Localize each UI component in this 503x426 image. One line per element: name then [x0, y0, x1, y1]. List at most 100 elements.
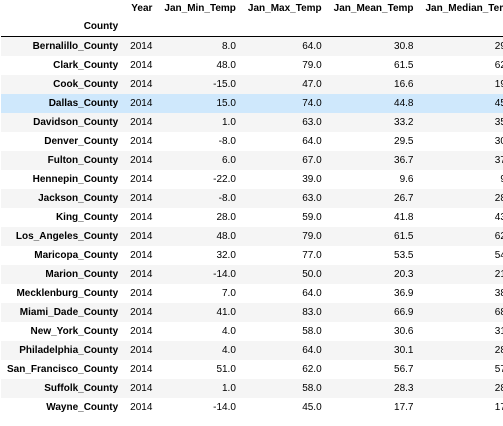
- jan-max-temp-cell: 58.0: [302, 325, 322, 337]
- jan-mean-temp-cell: 20.3: [394, 268, 414, 280]
- row-index-county: Suffolk_County: [44, 382, 119, 394]
- jan-min-temp-cell: 1.0: [222, 116, 236, 128]
- jan-median-temp-cell: 28.0: [494, 382, 503, 394]
- index-name-row: County: [1, 16, 503, 37]
- jan-median-temp-cell: 68.0: [494, 306, 503, 318]
- row-index-county: Maricopa_County: [34, 249, 119, 261]
- table-row[interactable]: Miami_Dade_County 2014 41.0 83.0 66.9 68.0: [1, 302, 503, 322]
- jan-median-temp-cell: 21.5: [494, 268, 503, 280]
- table-row[interactable]: New_York_County 2014 4.0 58.0 30.6 31.0: [1, 322, 503, 341]
- jan-min-temp-cell: -14.0: [213, 268, 236, 280]
- jan-max-temp-cell: 67.0: [302, 154, 322, 166]
- table-header: Year Jan_Min_Temp Jan_Max_Temp Jan_Mean_…: [1, 0, 503, 37]
- jan-min-temp-cell: 41.0: [216, 306, 236, 318]
- row-index-county: Clark_County: [53, 59, 119, 71]
- jan-median-temp-cell: 9.0: [420, 170, 503, 189]
- jan-mean-temp-cell: 26.7: [394, 192, 414, 204]
- table-row[interactable]: Cook_County 2014 -15.0 47.0 16.6 19.0: [1, 74, 503, 94]
- jan-max-temp-cell: 74.0: [302, 97, 322, 109]
- year-cell: 2014: [130, 344, 153, 356]
- index-name-header: County: [1, 16, 125, 37]
- year-cell: 2014: [130, 154, 153, 166]
- jan-mean-temp-cell: 61.5: [394, 230, 414, 242]
- year-cell: 2014: [130, 401, 153, 413]
- year-cell: 2014: [130, 173, 153, 185]
- table-row[interactable]: Los_Angeles_County 2014 48.0 79.0 61.5 62.0: [1, 226, 503, 246]
- year-cell: 2014: [130, 268, 153, 280]
- jan-mean-temp-cell: 56.7: [394, 363, 414, 375]
- jan-median-temp-cell: 19.0: [494, 78, 503, 90]
- row-index-county: Wayne_County: [46, 401, 119, 413]
- table-row[interactable]: Jackson_County 2014 -8.0 63.0 26.7 28.0: [1, 188, 503, 208]
- table-row[interactable]: Suffolk_County 2014 1.0 58.0 28.3 28.0: [1, 378, 503, 398]
- jan-median-temp-cell: 54.0: [494, 249, 503, 261]
- jan-max-temp-cell: 62.0: [302, 363, 322, 375]
- table-row[interactable]: Fulton_County 2014 6.0 67.0 36.7 37.0: [1, 150, 503, 170]
- jan-min-temp-cell: 4.0: [222, 325, 236, 337]
- table-row[interactable]: King_County 2014 28.0 59.0 41.8 43.0: [1, 208, 503, 227]
- table-row[interactable]: Maricopa_County 2014 32.0 77.0 53.5 54.0: [1, 246, 503, 265]
- year-cell: 2014: [130, 325, 153, 337]
- table-row[interactable]: Philadelphia_County 2014 4.0 64.0 30.1 28.0: [1, 340, 503, 360]
- table-row[interactable]: Hennepin_County 2014 -22.0 39.0 9.6 9.0: [1, 170, 503, 189]
- jan-max-temp-cell: 64.0: [302, 344, 322, 356]
- year-cell: 2014: [130, 230, 153, 242]
- jan-mean-temp-cell: 30.6: [394, 325, 414, 337]
- jan-mean-temp-cell: 28.3: [394, 382, 414, 394]
- year-cell: 2014: [130, 382, 153, 394]
- jan-median-temp-cell: 43.0: [494, 211, 503, 223]
- jan-median-temp-cell: 62.0: [494, 59, 503, 71]
- jan-min-temp-cell: -15.0: [213, 78, 236, 90]
- jan-median-temp-cell: 35.0: [494, 116, 503, 128]
- table-row[interactable]: Dallas_County 2014 15.0 74.0 44.8 45.0: [1, 93, 503, 113]
- table-row[interactable]: Denver_County 2014 -8.0 64.0 29.5 30.0: [1, 132, 503, 151]
- jan-mean-temp-cell: 36.9: [394, 287, 414, 299]
- jan-mean-temp-cell: 66.9: [394, 306, 414, 318]
- table-row[interactable]: Marion_County 2014 -14.0 50.0 20.3 21.5: [1, 264, 503, 284]
- column-header-jan-median-temp: Jan_Median_Temp: [425, 2, 503, 14]
- jan-min-temp-cell: 4.0: [222, 344, 236, 356]
- jan-max-temp-cell: 59.0: [302, 211, 322, 223]
- jan-min-temp-cell: 7.0: [222, 287, 236, 299]
- table-row[interactable]: Mecklenburg_County 2014 7.0 64.0 36.9 38.0: [1, 284, 503, 303]
- row-index-county: Denver_County: [44, 135, 119, 147]
- jan-min-temp-cell: 15.0: [216, 97, 236, 109]
- row-index-county: Mecklenburg_County: [16, 287, 119, 299]
- table-body: Bernalillo_County 2014 8.0 64.0 30.8 29.0 Clar…: [1, 36, 503, 417]
- jan-mean-temp-cell: 41.8: [394, 211, 414, 223]
- column-header-jan-mean-temp: Jan_Mean_Temp: [333, 2, 414, 14]
- jan-median-temp-cell: 17.0: [494, 401, 503, 413]
- table-row[interactable]: San_Francisco_County 2014 51.0 62.0 56.7 57.0: [1, 360, 503, 379]
- jan-mean-temp-cell: 53.5: [394, 249, 414, 261]
- jan-median-temp-cell: 29.0: [494, 40, 503, 52]
- jan-min-temp-cell: -14.0: [213, 401, 236, 413]
- table-row[interactable]: Bernalillo_County 2014 8.0 64.0 30.8 29.0: [1, 36, 503, 56]
- jan-mean-temp-cell: 17.7: [394, 401, 414, 413]
- jan-median-temp-cell: 28.0: [494, 192, 503, 204]
- table-row[interactable]: Davidson_County 2014 1.0 63.0 33.2 35.0: [1, 112, 503, 132]
- jan-median-temp-cell: 30.0: [494, 135, 503, 147]
- jan-min-temp-cell: 32.0: [216, 249, 236, 261]
- jan-mean-temp-cell: 30.1: [394, 344, 414, 356]
- year-cell: 2014: [130, 287, 153, 299]
- jan-max-temp-cell: 64.0: [302, 135, 322, 147]
- jan-median-temp-cell: 37.0: [494, 154, 503, 166]
- year-cell: 2014: [130, 211, 153, 223]
- jan-min-temp-cell: -22.0: [213, 173, 236, 185]
- table-row[interactable]: Wayne_County 2014 -14.0 45.0 17.7 17.0: [1, 398, 503, 417]
- row-index-county: Jackson_County: [38, 192, 119, 204]
- table-row[interactable]: Clark_County 2014 48.0 79.0 61.5 62.0: [1, 56, 503, 75]
- jan-mean-temp-cell: 9.6: [399, 173, 414, 185]
- jan-max-temp-cell: 58.0: [302, 382, 322, 394]
- jan-max-temp-cell: 64.0: [302, 287, 322, 299]
- jan-min-temp-cell: 51.0: [216, 363, 236, 375]
- jan-min-temp-cell: 1.0: [222, 382, 236, 394]
- row-index-county: Miami_Dade_County: [19, 306, 119, 318]
- jan-mean-temp-cell: 44.8: [394, 97, 414, 109]
- row-index-county: Dallas_County: [48, 97, 119, 109]
- jan-mean-temp-cell: 29.5: [394, 135, 414, 147]
- jan-max-temp-cell: 79.0: [302, 230, 322, 242]
- jan-max-temp-cell: 47.0: [302, 78, 322, 90]
- jan-max-temp-cell: 39.0: [302, 173, 322, 185]
- row-index-county: Los_Angeles_County: [15, 230, 119, 242]
